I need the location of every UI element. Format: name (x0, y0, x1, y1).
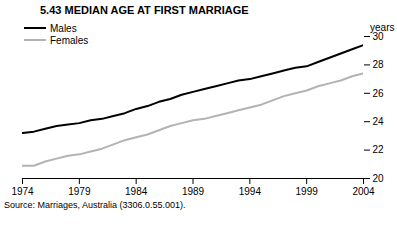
svg-text:22: 22 (373, 144, 385, 155)
svg-text:1989: 1989 (182, 186, 205, 197)
svg-text:24: 24 (373, 116, 385, 127)
html-text:5.43 MEDIAN AGE AT FIRST MARRI: 5.43 MEDIAN AGE AT FIRST MARRIAGE (40, 4, 249, 16)
svg-text:1974: 1974 (11, 186, 34, 197)
svg-text:1979: 1979 (68, 186, 91, 197)
html-text:Females: Females (50, 34, 89, 46)
svg-text:28: 28 (373, 59, 385, 70)
svg-text:years: years (370, 22, 394, 33)
svg-text:20: 20 (373, 173, 385, 184)
svg-text:2004: 2004 (352, 186, 375, 197)
svg-text:1994: 1994 (239, 186, 262, 197)
html-text:Males: Males (50, 22, 77, 34)
svg-text:26: 26 (373, 88, 385, 99)
svg-text:1999: 1999 (296, 186, 319, 197)
svg-text:30: 30 (372, 30, 384, 42)
svg-text:1984: 1984 (125, 186, 148, 197)
html-text:Source: Marriages, Australia (: Source: Marriages, Australia (3306.0.55.… (4, 200, 186, 210)
